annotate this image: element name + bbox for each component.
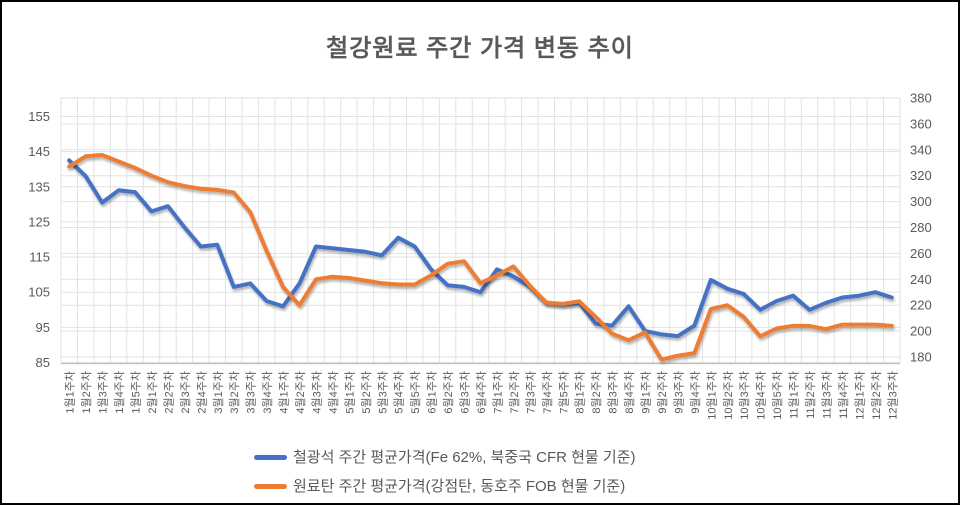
svg-text:9월4주차: 9월4주차 bbox=[689, 371, 702, 414]
svg-text:10월2주차: 10월2주차 bbox=[722, 371, 735, 420]
svg-text:3월1주차: 3월1주차 bbox=[212, 371, 225, 414]
svg-text:10월3주차: 10월3주차 bbox=[738, 371, 751, 420]
svg-text:8월1주차: 8월1주차 bbox=[574, 371, 587, 414]
coking-coal-line bbox=[67, 153, 894, 362]
svg-text:220: 220 bbox=[910, 298, 932, 313]
svg-text:2월4주차: 2월4주차 bbox=[195, 371, 208, 414]
svg-text:11월1주차: 11월1주차 bbox=[788, 371, 801, 419]
svg-text:300: 300 bbox=[910, 194, 932, 209]
svg-text:5월4주차: 5월4주차 bbox=[393, 371, 406, 414]
svg-text:10월5주차: 10월5주차 bbox=[771, 371, 784, 420]
svg-text:320: 320 bbox=[910, 168, 932, 183]
svg-text:85: 85 bbox=[36, 355, 50, 370]
svg-text:145: 145 bbox=[28, 144, 50, 159]
svg-text:6월2주차: 6월2주차 bbox=[442, 371, 455, 414]
svg-text:5월2주차: 5월2주차 bbox=[360, 371, 373, 414]
svg-text:10월4주차: 10월4주차 bbox=[755, 371, 768, 420]
iron-ore-line bbox=[67, 158, 894, 339]
y-axis-right-labels: 180 200 220 240 260 280 300 320 340 360 380 bbox=[910, 91, 932, 365]
svg-text:95: 95 bbox=[36, 320, 50, 335]
svg-text:11월4주차: 11월4주차 bbox=[837, 371, 850, 419]
svg-text:5월3주차: 5월3주차 bbox=[376, 371, 389, 414]
svg-text:12월2주차: 12월2주차 bbox=[870, 371, 883, 420]
coking-coal-line-swatch bbox=[254, 484, 287, 489]
svg-text:1월4주차: 1월4주차 bbox=[113, 371, 126, 414]
svg-text:4월3주차: 4월3주차 bbox=[311, 371, 324, 414]
svg-text:9월1주차: 9월1주차 bbox=[640, 371, 653, 414]
svg-text:2월1주차: 2월1주차 bbox=[146, 371, 159, 414]
svg-text:9월2주차: 9월2주차 bbox=[656, 371, 669, 414]
svg-text:1월2주차: 1월2주차 bbox=[80, 371, 93, 414]
svg-text:5월1주차: 5월1주차 bbox=[343, 371, 356, 414]
svg-text:7월4주차: 7월4주차 bbox=[541, 371, 554, 414]
svg-text:105: 105 bbox=[28, 285, 50, 300]
svg-text:240: 240 bbox=[910, 272, 932, 287]
svg-text:5월5주차: 5월5주차 bbox=[409, 371, 422, 414]
legend: 철광석 주간 평균가격(Fe 62%, 북중국 CFR 현물 기준) 원료탄 주… bbox=[254, 445, 636, 499]
svg-text:380: 380 bbox=[910, 91, 932, 106]
svg-text:8월2주차: 8월2주차 bbox=[590, 371, 603, 414]
svg-text:260: 260 bbox=[910, 246, 932, 261]
x-axis-labels: 1월1주차 1월2주차 1월3주차 1월4주차 1월5주차 2월1주차 2월2주차 2월3주차… bbox=[64, 371, 900, 420]
svg-text:3월4주차: 3월4주차 bbox=[261, 371, 274, 414]
svg-text:155: 155 bbox=[28, 109, 50, 124]
svg-text:7월3주차: 7월3주차 bbox=[524, 371, 537, 414]
svg-text:11월2주차: 11월2주차 bbox=[804, 371, 817, 419]
legend-label-iron-ore: 철광석 주간 평균가격(Fe 62%, 북중국 CFR 현물 기준) bbox=[293, 449, 636, 466]
svg-text:4월2주차: 4월2주차 bbox=[294, 371, 307, 414]
y-axis-left-labels: 85 95 105 115 125 135 145 155 bbox=[28, 109, 50, 370]
svg-text:135: 135 bbox=[28, 179, 50, 194]
svg-text:3월3주차: 3월3주차 bbox=[245, 371, 258, 414]
svg-text:2월3주차: 2월3주차 bbox=[179, 371, 192, 414]
svg-text:7월1주차: 7월1주차 bbox=[492, 371, 505, 414]
svg-text:4월1주차: 4월1주차 bbox=[278, 371, 291, 414]
svg-text:8월4주차: 8월4주차 bbox=[623, 371, 636, 414]
chart-title: 철강원료 주간 가격 변동 추이 bbox=[326, 35, 634, 62]
svg-text:360: 360 bbox=[910, 116, 932, 131]
iron-ore-line-swatch bbox=[254, 455, 287, 460]
legend-label-coking-coal: 원료탄 주간 평균가격(강점탄, 동호주 FOB 현물 기준) bbox=[293, 478, 626, 495]
svg-text:1월5주차: 1월5주차 bbox=[130, 371, 143, 414]
svg-text:12월1주차: 12월1주차 bbox=[853, 371, 866, 420]
svg-text:7월2주차: 7월2주차 bbox=[508, 371, 521, 414]
svg-text:115: 115 bbox=[29, 250, 50, 265]
svg-text:200: 200 bbox=[910, 324, 932, 339]
legend-item-iron-ore: 철광석 주간 평균가격(Fe 62%, 북중국 CFR 현물 기준) bbox=[254, 445, 636, 470]
svg-text:7월5주차: 7월5주차 bbox=[557, 371, 570, 414]
svg-text:9월3주차: 9월3주차 bbox=[672, 371, 685, 414]
svg-text:6월4주차: 6월4주차 bbox=[475, 371, 488, 414]
svg-text:6월1주차: 6월1주차 bbox=[426, 371, 439, 414]
svg-text:2월2주차: 2월2주차 bbox=[162, 371, 175, 414]
svg-text:280: 280 bbox=[910, 220, 932, 235]
svg-text:125: 125 bbox=[28, 214, 50, 229]
svg-text:180: 180 bbox=[910, 350, 932, 365]
svg-text:12월3주차: 12월3주차 bbox=[886, 371, 899, 420]
svg-text:4월4주차: 4월4주차 bbox=[327, 371, 340, 414]
svg-text:340: 340 bbox=[910, 142, 932, 157]
svg-text:1월3주차: 1월3주차 bbox=[97, 371, 110, 414]
svg-text:3월2주차: 3월2주차 bbox=[228, 371, 241, 414]
svg-text:8월3주차: 8월3주차 bbox=[607, 371, 620, 414]
svg-text:10월1주차: 10월1주차 bbox=[705, 371, 718, 420]
svg-text:1월1주차: 1월1주차 bbox=[64, 371, 77, 414]
legend-item-coking-coal: 원료탄 주간 평균가격(강점탄, 동호주 FOB 현물 기준) bbox=[254, 474, 636, 499]
svg-text:11월3주차: 11월3주차 bbox=[821, 371, 834, 419]
svg-text:6월3주차: 6월3주차 bbox=[459, 371, 472, 414]
